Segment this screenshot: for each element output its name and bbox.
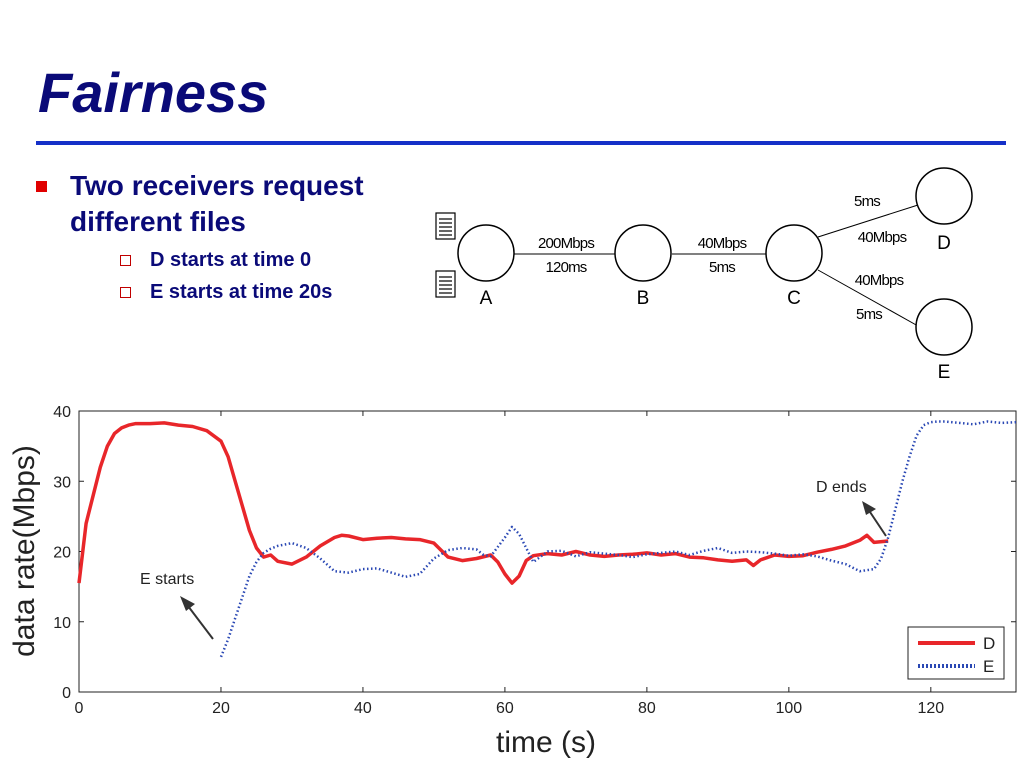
- x-tick-label: 40: [354, 700, 372, 717]
- bullet-list: Two receivers request different files D …: [34, 168, 414, 308]
- y-tick-label: 10: [53, 615, 71, 632]
- annotation-e-starts: E starts: [140, 571, 194, 588]
- x-axis-label: time (s): [496, 726, 596, 759]
- chart-legend: D E: [907, 626, 1005, 680]
- series-line-d: [77, 421, 889, 585]
- node-label-a: A: [480, 288, 493, 309]
- y-tick-label: 0: [62, 685, 71, 702]
- link-bandwidth-label: 40Mbps: [858, 229, 907, 246]
- file-icon: [435, 212, 456, 240]
- x-tick-label: 100: [775, 700, 802, 717]
- x-tick-label: 80: [638, 700, 656, 717]
- node-c: [765, 224, 823, 282]
- sub-bullet-item: D starts at time 0: [114, 244, 414, 276]
- y-tick-label: 20: [53, 545, 71, 562]
- y-tick-label: 40: [53, 404, 71, 421]
- node-d: [915, 167, 973, 225]
- arrow-icon: [862, 501, 887, 537]
- link-delay-label: 120ms: [545, 259, 586, 276]
- link-bandwidth-label: 40Mbps: [855, 272, 904, 289]
- link-bandwidth-label: 200Mbps: [538, 235, 594, 252]
- slide-title: Fairness: [38, 61, 269, 124]
- node-b: [614, 224, 672, 282]
- x-tick-label: 60: [496, 700, 514, 717]
- sub-bullet-item: E starts at time 20s: [114, 276, 414, 308]
- series-line-e: [219, 420, 1017, 658]
- node-label-b: B: [637, 288, 650, 309]
- legend-label-d: D: [983, 634, 995, 653]
- plot-frame: [78, 410, 1017, 693]
- link-c-d: [817, 204, 919, 238]
- node-e: [915, 298, 973, 356]
- sub-bullet-text: D starts at time 0: [150, 249, 312, 271]
- legend-label-e: E: [983, 657, 994, 676]
- y-axis-label: data rate(Mbps): [8, 445, 41, 657]
- node-a: [457, 224, 515, 282]
- node-label-c: C: [787, 288, 801, 309]
- x-tick-label: 120: [917, 700, 944, 717]
- square-bullet-icon: [36, 181, 47, 192]
- file-icon: [435, 270, 456, 298]
- link-bandwidth-label: 40Mbps: [698, 235, 747, 252]
- link-c-e: [817, 269, 919, 327]
- title-divider: [36, 141, 1006, 145]
- node-label-d: D: [937, 233, 951, 254]
- annotation-d-ends: D ends: [816, 479, 867, 496]
- bullet-item: Two receivers request different files D …: [34, 168, 414, 308]
- sub-bullet-list: D starts at time 0 E starts at time 20s: [114, 244, 414, 308]
- bullet-text: Two receivers request different files: [70, 170, 364, 237]
- link-delay-label: 5ms: [856, 306, 882, 323]
- arrow-icon: [180, 596, 214, 640]
- sub-bullet-text: E starts at time 20s: [150, 281, 333, 303]
- x-tick-label: 0: [75, 700, 84, 717]
- y-tick-label: 30: [53, 474, 71, 491]
- x-tick-label: 20: [212, 700, 230, 717]
- hollow-square-bullet-icon: [120, 255, 131, 266]
- node-label-e: E: [938, 362, 951, 383]
- link-delay-label: 5ms: [709, 259, 735, 276]
- link-delay-label: 5ms: [854, 193, 880, 210]
- hollow-square-bullet-icon: [120, 287, 131, 298]
